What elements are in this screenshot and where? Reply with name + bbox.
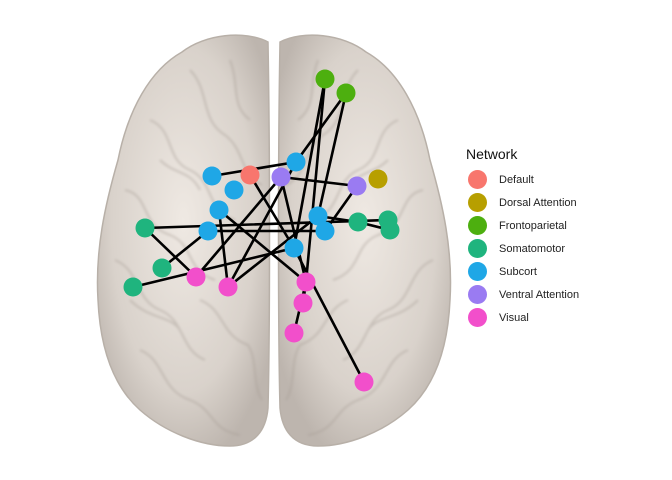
node-ventral-attention: [271, 167, 291, 187]
node-visual: [296, 272, 316, 292]
legend-label: Somatomotor: [499, 242, 566, 255]
node-ventral-attention: [347, 176, 367, 196]
legend-item-ventral-attention: Ventral Attention: [466, 283, 579, 306]
legend-swatch: [468, 170, 487, 189]
legend-label: Visual: [499, 311, 529, 324]
legend-label: Ventral Attention: [499, 288, 580, 301]
edge: [226, 214, 320, 289]
legend-item-visual: Visual: [466, 306, 579, 329]
legend-item-subcort: Subcort: [466, 260, 579, 283]
node-somatomotor: [123, 277, 143, 297]
edge: [316, 91, 348, 218]
legend-item-dorsal-attention: Dorsal Attention: [466, 191, 579, 214]
edge: [217, 208, 230, 289]
edge: [279, 175, 359, 188]
edge: [143, 226, 198, 279]
node-visual: [186, 267, 206, 287]
edge: [292, 77, 327, 250]
node-subcort: [209, 200, 229, 220]
legend-title: Network: [466, 146, 518, 162]
node-subcort: [284, 238, 304, 258]
edge: [217, 208, 308, 284]
node-visual: [284, 323, 304, 343]
legend-item-somatomotor: Somatomotor: [466, 237, 579, 260]
right-hemisphere: [277, 34, 452, 447]
edge: [160, 229, 210, 270]
node-visual: [354, 372, 374, 392]
node-subcort: [308, 206, 328, 226]
network-edges: [131, 77, 392, 384]
legend: Network Default Dorsal Attention Frontop…: [466, 146, 579, 329]
edge: [292, 246, 366, 384]
legend-swatch: [468, 285, 487, 304]
legend-swatch: [468, 262, 487, 281]
legend-label: Dorsal Attention: [499, 196, 577, 209]
legend-swatch: [468, 239, 487, 258]
legend-swatch: [468, 216, 487, 235]
node-visual: [293, 293, 313, 313]
node-subcort: [286, 152, 306, 172]
node-subcort: [198, 221, 218, 241]
left-hemisphere: [96, 34, 271, 447]
node-somatomotor: [135, 218, 155, 238]
legend-label: Subcort: [499, 265, 537, 278]
edge: [248, 173, 296, 250]
node-default: [240, 165, 260, 185]
node-subcort: [202, 166, 222, 186]
node-somatomotor: [152, 258, 172, 278]
network-nodes: [123, 69, 400, 392]
legend-label: Default: [499, 173, 534, 186]
legend-item-frontoparietal: Frontoparietal: [466, 214, 579, 237]
node-somatomotor: [348, 212, 368, 232]
node-frontoparietal: [336, 83, 356, 103]
brain-outline: [96, 34, 452, 447]
node-somatomotor: [380, 220, 400, 240]
edge: [294, 91, 348, 164]
node-visual: [218, 277, 238, 297]
legend-label: Frontoparietal: [499, 219, 567, 232]
legend-swatch: [468, 193, 487, 212]
node-subcort: [315, 221, 335, 241]
node-dorsal-attention: [368, 169, 388, 189]
legend-swatch: [468, 308, 487, 327]
node-subcort: [224, 180, 244, 200]
legend-item-default: Default: [466, 168, 579, 191]
node-frontoparietal: [315, 69, 335, 89]
